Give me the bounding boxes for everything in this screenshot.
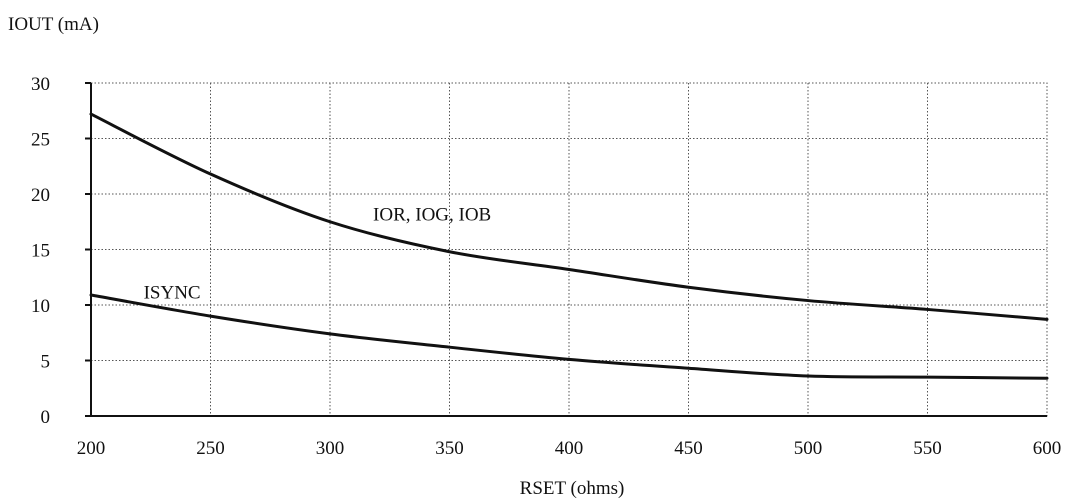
x-tick-label: 250 <box>196 438 225 459</box>
x-axis-title: RSET (ohms) <box>520 478 625 499</box>
y-tick-labels: 0 5 10 15 20 25 30 <box>31 74 50 428</box>
series-labels: IOR, IOG, IOB ISYNC <box>144 205 492 304</box>
x-tick-label: 400 <box>555 438 584 459</box>
series-label-1: IOR, IOG, IOB <box>373 205 491 226</box>
series-line-2 <box>89 293 1049 380</box>
x-tick-label: 300 <box>316 438 345 459</box>
x-tick-label: 200 <box>77 438 106 459</box>
y-tick-label: 0 <box>41 407 51 428</box>
y-tick-label: 20 <box>31 185 50 206</box>
x-tick-label: 550 <box>913 438 942 459</box>
y-axis-title: IOUT (mA) <box>8 14 99 35</box>
x-tick-labels: 200 250 300 350 400 450 500 550 600 <box>77 438 1062 459</box>
grid <box>90 82 1048 417</box>
series-label-2: ISYNC <box>144 282 201 303</box>
x-tick-label: 600 <box>1033 438 1062 459</box>
axes <box>85 82 1047 417</box>
y-tick-label: 5 <box>41 352 51 373</box>
x-tick-label: 350 <box>435 438 464 459</box>
y-tick-label: 30 <box>31 74 50 95</box>
series-line-1 <box>89 112 1049 321</box>
series-lines <box>89 112 1049 380</box>
x-tick-label: 450 <box>674 438 703 459</box>
y-tick-label: 25 <box>31 130 50 151</box>
y-tick-label: 10 <box>31 296 50 317</box>
x-tick-label: 500 <box>794 438 823 459</box>
y-tick-label: 15 <box>31 241 50 262</box>
